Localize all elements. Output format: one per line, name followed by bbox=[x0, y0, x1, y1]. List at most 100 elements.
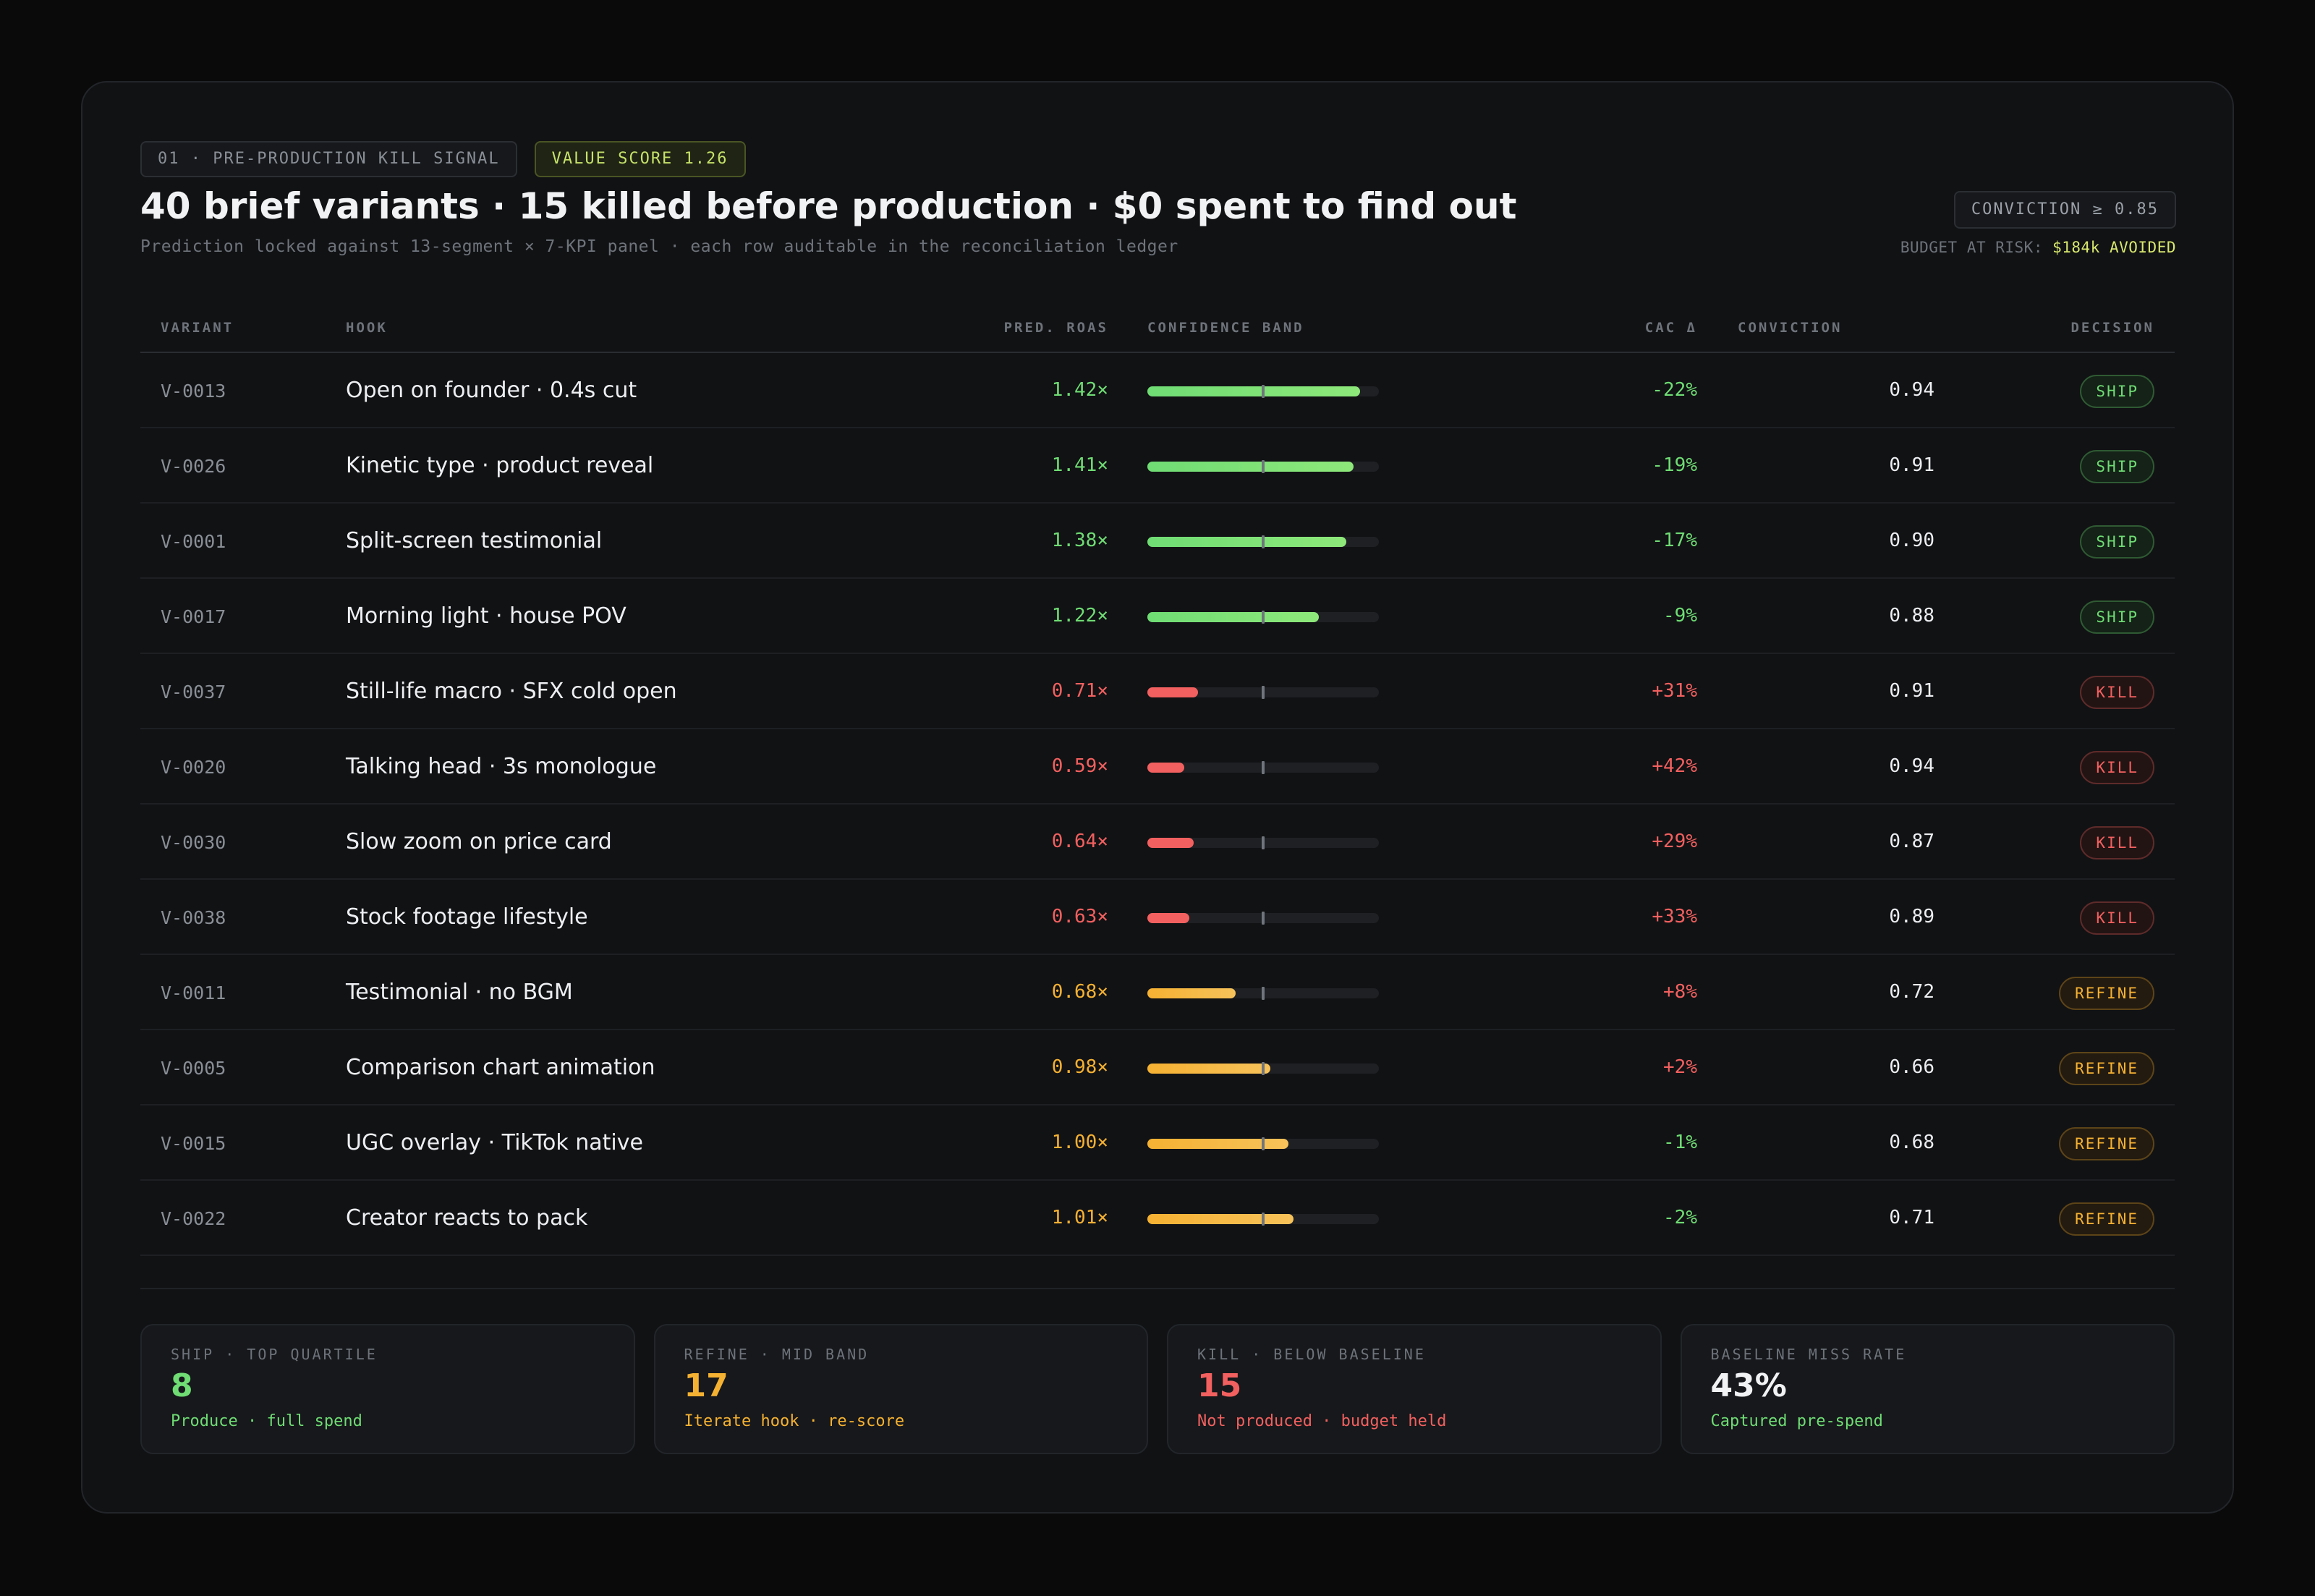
variant-id: V-0001 bbox=[161, 531, 226, 552]
decision-badge[interactable]: REFINE bbox=[2059, 977, 2154, 1010]
table-row[interactable]: V-0020 Talking head · 3s monologue 0.59× +4… bbox=[140, 729, 2175, 805]
decision-badge[interactable]: KILL bbox=[2080, 751, 2154, 784]
table-row[interactable]: V-0001 Split-screen testimonial 1.38× -17% 0… bbox=[140, 504, 2175, 579]
confidence-band-fill bbox=[1147, 913, 1189, 923]
kill-signal-panel: 01 · PRE-PRODUCTION KILL SIGNAL VALUE SC… bbox=[81, 81, 2234, 1514]
confidence-band-fill bbox=[1147, 386, 1361, 396]
stat-caption: Iterate hook · re-score bbox=[684, 1412, 905, 1430]
stat-card: BASELINE MISS RATE 43% Captured pre-spend bbox=[1680, 1324, 2175, 1454]
baseline-marker bbox=[1262, 1062, 1265, 1075]
decision-badge[interactable]: SHIP bbox=[2080, 375, 2154, 408]
conviction-value: 0.66 bbox=[1889, 1056, 1934, 1078]
table-row[interactable]: V-0038 Stock footage lifestyle 0.63× +33% 0.… bbox=[140, 880, 2175, 955]
budget-label: BUDGET AT RISK: bbox=[1900, 239, 2043, 256]
confidence-band-bar bbox=[1147, 1213, 1379, 1226]
decision-badge[interactable]: KILL bbox=[2080, 901, 2154, 935]
stat-card: KILL · BELOW BASELINE 15 Not produced · bu… bbox=[1167, 1324, 1662, 1454]
confidence-band-bar bbox=[1147, 836, 1379, 849]
confidence-band-fill bbox=[1147, 462, 1354, 472]
baseline-marker bbox=[1262, 1213, 1265, 1226]
table-row[interactable]: V-0013 Open on founder · 0.4s cut 1.42× -22… bbox=[140, 353, 2175, 428]
hook-text: Comparison chart animation bbox=[346, 1055, 655, 1080]
stat-label: REFINE · MID BAND bbox=[684, 1346, 870, 1363]
conviction-value: 0.91 bbox=[1889, 680, 1934, 702]
variants-table: VARIANT HOOK PRED. ROAS CONFIDENCE BAND … bbox=[140, 300, 2175, 1256]
hook-text: Stock footage lifestyle bbox=[346, 904, 588, 930]
decision-badge[interactable]: SHIP bbox=[2080, 450, 2154, 483]
decision-badge[interactable]: SHIP bbox=[2080, 600, 2154, 634]
cac-delta: -17% bbox=[1652, 530, 1697, 551]
confidence-band-fill bbox=[1147, 763, 1185, 773]
cac-delta: -9% bbox=[1663, 605, 1697, 627]
conviction-value: 0.94 bbox=[1889, 755, 1934, 777]
variant-id: V-0030 bbox=[161, 832, 226, 853]
stat-card: SHIP · TOP QUARTILE 8 Produce · full spend bbox=[140, 1324, 635, 1454]
table-row[interactable]: V-0022 Creator reacts to pack 1.01× -2% 0.71… bbox=[140, 1181, 2175, 1256]
cac-delta: +2% bbox=[1663, 1056, 1697, 1078]
baseline-marker bbox=[1262, 1137, 1265, 1150]
stat-label: BASELINE MISS RATE bbox=[1710, 1346, 1907, 1363]
table-row[interactable]: V-0017 Morning light · house POV 1.22× -9% 0… bbox=[140, 579, 2175, 654]
conviction-value: 0.71 bbox=[1889, 1207, 1934, 1228]
stat-label: KILL · BELOW BASELINE bbox=[1197, 1346, 1426, 1363]
conviction-value: 0.94 bbox=[1889, 379, 1934, 401]
variant-id: V-0022 bbox=[161, 1208, 226, 1229]
variant-id: V-0013 bbox=[161, 381, 226, 402]
table-header: VARIANT HOOK PRED. ROAS CONFIDENCE BAND … bbox=[140, 300, 2175, 353]
col-hook: HOOK bbox=[346, 320, 388, 336]
hook-text: Slow zoom on price card bbox=[346, 829, 612, 854]
conviction-value: 0.68 bbox=[1889, 1132, 1934, 1153]
table-row[interactable]: V-0037 Still-life macro · SFX cold open 0.… bbox=[140, 654, 2175, 729]
hook-text: Open on founder · 0.4s cut bbox=[346, 378, 637, 403]
conviction-value: 0.72 bbox=[1889, 981, 1934, 1003]
confidence-band-bar bbox=[1147, 385, 1379, 398]
stat-value: 15 bbox=[1197, 1367, 1242, 1404]
decision-badge[interactable]: REFINE bbox=[2059, 1202, 2154, 1236]
confidence-band-bar bbox=[1147, 761, 1379, 774]
decision-badge[interactable]: REFINE bbox=[2059, 1127, 2154, 1160]
stat-label: SHIP · TOP QUARTILE bbox=[171, 1346, 378, 1363]
decision-badge[interactable]: SHIP bbox=[2080, 525, 2154, 559]
decision-badge[interactable]: REFINE bbox=[2059, 1052, 2154, 1085]
pred-roas: 0.98× bbox=[1051, 1056, 1108, 1078]
baseline-marker bbox=[1262, 761, 1265, 774]
baseline-marker bbox=[1262, 611, 1265, 624]
pred-roas: 0.64× bbox=[1051, 831, 1108, 852]
confidence-band-bar bbox=[1147, 686, 1379, 699]
confidence-band-bar bbox=[1147, 912, 1379, 925]
pred-roas: 0.68× bbox=[1051, 981, 1108, 1003]
pred-roas: 0.59× bbox=[1051, 755, 1108, 777]
header-tags: 01 · PRE-PRODUCTION KILL SIGNAL VALUE SC… bbox=[140, 140, 2175, 178]
col-confidence-band: CONFIDENCE BAND bbox=[1147, 320, 1304, 336]
budget-at-risk: BUDGET AT RISK: $184k AVOIDED bbox=[1900, 239, 2176, 256]
table-row[interactable]: V-0005 Comparison chart animation 0.98× +2%… bbox=[140, 1030, 2175, 1105]
conviction-value: 0.89 bbox=[1889, 906, 1934, 928]
confidence-band-bar bbox=[1147, 1137, 1379, 1150]
cac-delta: -19% bbox=[1652, 454, 1697, 476]
hook-text: Creator reacts to pack bbox=[346, 1205, 588, 1231]
cac-delta: +42% bbox=[1652, 755, 1697, 777]
decision-badge[interactable]: KILL bbox=[2080, 676, 2154, 709]
table-row[interactable]: V-0030 Slow zoom on price card 0.64× +29% 0.… bbox=[140, 805, 2175, 880]
page-subtitle: Prediction locked against 13-segment × 7… bbox=[140, 237, 1178, 256]
confidence-band-bar bbox=[1147, 460, 1379, 473]
variant-id: V-0026 bbox=[161, 456, 226, 477]
confidence-band-bar bbox=[1147, 535, 1379, 548]
table-row[interactable]: V-0015 UGC overlay · TikTok native 1.00× -1… bbox=[140, 1105, 2175, 1181]
variant-id: V-0037 bbox=[161, 682, 226, 703]
hook-text: Testimonial · no BGM bbox=[346, 980, 573, 1005]
pred-roas: 0.63× bbox=[1051, 906, 1108, 928]
pred-roas: 1.41× bbox=[1051, 454, 1108, 476]
confidence-band-bar bbox=[1147, 611, 1379, 624]
budget-value: $184k AVOIDED bbox=[2052, 239, 2176, 256]
hook-text: Talking head · 3s monologue bbox=[346, 754, 657, 779]
confidence-band-fill bbox=[1147, 838, 1194, 848]
decision-badge[interactable]: KILL bbox=[2080, 826, 2154, 859]
table-row[interactable]: V-0011 Testimonial · no BGM 0.68× +8% 0.72 RE… bbox=[140, 955, 2175, 1030]
confidence-band-bar bbox=[1147, 1062, 1379, 1075]
table-row[interactable]: V-0026 Kinetic type · product reveal 1.41×… bbox=[140, 428, 2175, 504]
col-conviction: CONVICTION bbox=[1738, 320, 1843, 336]
conviction-value: 0.88 bbox=[1889, 605, 1934, 627]
cac-delta: -1% bbox=[1663, 1132, 1697, 1153]
baseline-marker bbox=[1262, 836, 1265, 849]
